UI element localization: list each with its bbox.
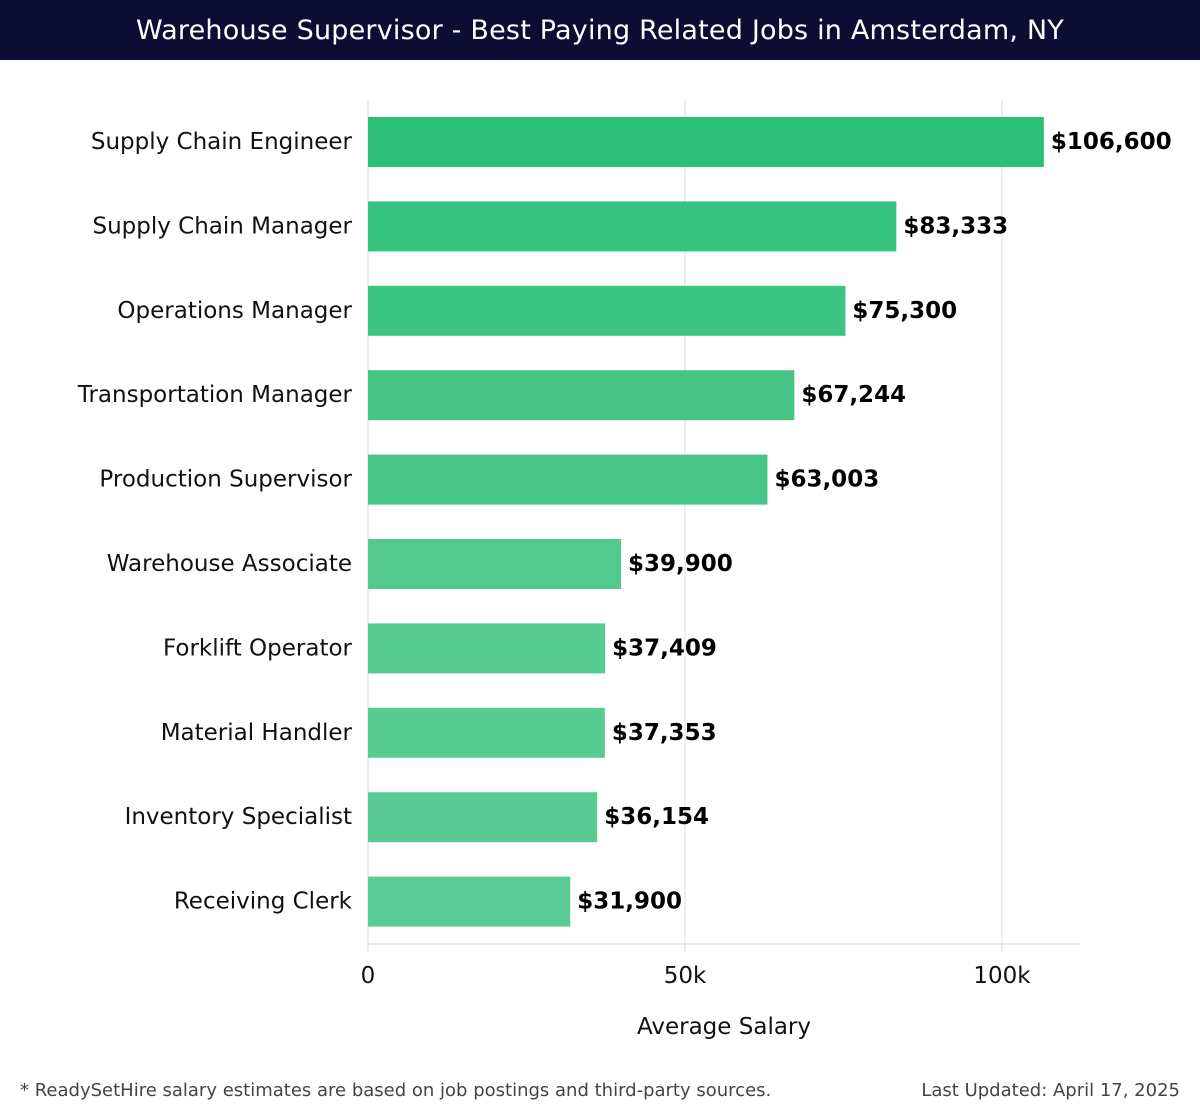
bar: [368, 707, 605, 758]
category-label: Transportation Manager: [77, 382, 353, 408]
value-label: $36,154: [604, 804, 709, 830]
value-label: $106,600: [1051, 129, 1172, 155]
last-updated: Last Updated: April 17, 2025: [921, 1080, 1180, 1101]
salary-bar-chart: Supply Chain Engineer $106,600 Supply Chai…: [77, 100, 1172, 1040]
bar: [368, 201, 897, 252]
category-label: Forklift Operator: [163, 635, 353, 661]
x-axis-label: Average Salary: [637, 1014, 811, 1040]
category-label: Supply Chain Manager: [92, 213, 352, 239]
value-label: $39,900: [628, 551, 733, 577]
category-label: Inventory Specialist: [125, 804, 352, 830]
value-label: $31,900: [577, 889, 682, 915]
bar: [368, 454, 768, 505]
footer-note: * ReadySetHire salary estimates are base…: [20, 1080, 772, 1101]
category-label: Material Handler: [161, 720, 353, 746]
value-label: $83,333: [903, 213, 1008, 239]
value-label: $75,300: [852, 298, 957, 324]
bar: [368, 623, 606, 674]
category-label: Receiving Clerk: [174, 889, 353, 915]
title-bar: Warehouse Supervisor - Best Paying Relat…: [0, 0, 1200, 60]
x-tick-label: 0: [361, 963, 376, 989]
bar: [368, 539, 621, 589]
value-label: $67,244: [801, 382, 906, 408]
x-tick-label: 50k: [664, 963, 707, 989]
category-label: Operations Manager: [117, 298, 352, 324]
category-label: Warehouse Associate: [107, 551, 352, 577]
chart-title: Warehouse Supervisor - Best Paying Relat…: [135, 14, 1064, 46]
bar: [368, 370, 795, 421]
x-tick-label: 100k: [973, 963, 1031, 989]
bar: [368, 876, 571, 927]
value-label: $37,353: [612, 720, 717, 746]
bar: [368, 285, 846, 336]
category-label: Supply Chain Engineer: [91, 129, 353, 155]
bar: [368, 117, 1044, 167]
bar: [368, 792, 598, 843]
value-label: $37,409: [612, 635, 717, 661]
value-label: $63,003: [774, 467, 879, 493]
category-label: Production Supervisor: [99, 467, 352, 493]
